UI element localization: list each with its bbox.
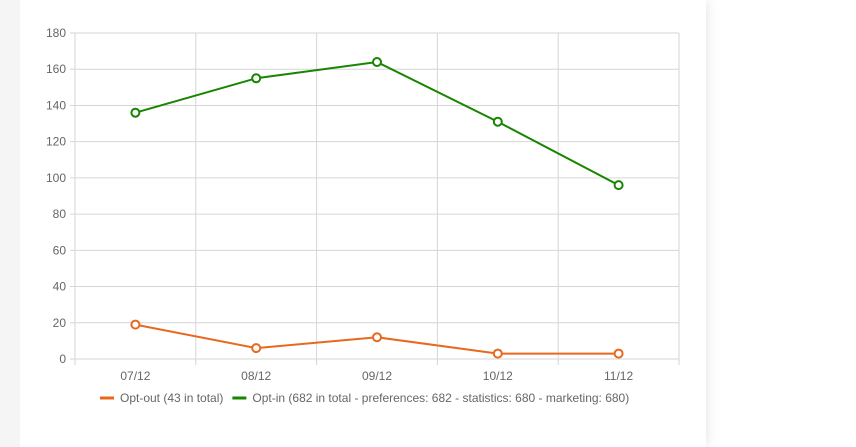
legend-label[interactable]: Opt-out (43 in total) [120, 391, 223, 405]
y-tick-label: 0 [59, 352, 66, 366]
data-point[interactable] [130, 319, 141, 330]
x-tick-label: 07/12 [120, 369, 150, 383]
y-tick-label: 180 [46, 26, 66, 40]
left-gutter [0, 0, 20, 447]
chart-card: 0 20 40 60 80 100 120 140 160 180 07/12 08/12 09/12… [0, 0, 680, 447]
x-tick-label: 08/12 [241, 369, 271, 383]
chart-grid [70, 32, 680, 365]
series-line-1 [135, 60, 620, 187]
y-axis: 0 20 40 60 80 100 120 140 160 180 [46, 26, 66, 366]
data-point[interactable] [251, 343, 262, 354]
y-tick-label: 20 [53, 316, 67, 330]
data-point[interactable] [372, 332, 382, 343]
data-point[interactable] [492, 348, 503, 359]
y-tick-label: 100 [46, 171, 66, 185]
chart-series [130, 56, 624, 359]
x-tick-label: 11/12 [604, 369, 633, 383]
data-point[interactable] [613, 348, 624, 359]
data-point[interactable] [492, 116, 503, 127]
y-tick-label: 120 [46, 135, 66, 149]
data-point[interactable] [251, 73, 262, 84]
y-tick-label: 140 [46, 98, 66, 112]
data-point[interactable] [372, 56, 382, 67]
x-tick-label: 10/12 [483, 369, 513, 383]
x-tick-label: 09/12 [362, 369, 392, 383]
y-tick-label: 60 [53, 243, 67, 257]
y-tick-label: 160 [46, 62, 66, 76]
y-tick-label: 80 [53, 207, 67, 221]
line-chart: 0 20 40 60 80 100 120 140 160 180 07/12 08/12 09/12… [46, 26, 680, 405]
data-point[interactable] [613, 180, 624, 191]
x-axis: 07/12 08/12 09/12 10/12 11/12 [120, 369, 633, 383]
y-tick-label: 40 [53, 280, 67, 294]
chart-legend: Opt-out (43 in total) Opt-in (682 in tota… [100, 391, 629, 405]
legend-label[interactable]: Opt-in (682 in total - preferences: 682 … [252, 391, 629, 405]
data-point[interactable] [130, 107, 141, 118]
